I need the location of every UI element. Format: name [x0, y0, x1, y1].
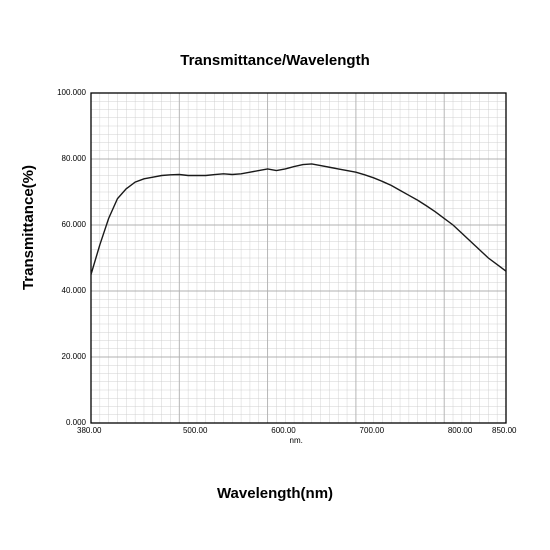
- x-tick-label: 800.00: [448, 426, 472, 435]
- x-tick-label: 850.00: [492, 426, 516, 435]
- y-tick-label: 60.000: [50, 220, 86, 229]
- y-tick-label: 20.000: [50, 352, 86, 361]
- x-axis-label: Wavelength(nm): [0, 485, 550, 502]
- y-axis-label: Transmittance(%): [20, 165, 37, 290]
- y-tick-label: 100.000: [50, 88, 86, 97]
- chart-plot-area: [90, 92, 507, 424]
- y-tick-label: 40.000: [50, 286, 86, 295]
- x-tick-label: 500.00: [183, 426, 207, 435]
- x-tick-label: 700.00: [360, 426, 384, 435]
- x-tick-label: 600.00: [271, 426, 295, 435]
- x-tick-label: 380.00: [77, 426, 101, 435]
- x-axis-unit: nm.: [290, 436, 303, 445]
- chart-title: Transmittance/Wavelength: [0, 52, 550, 69]
- y-tick-label: 80.000: [50, 154, 86, 163]
